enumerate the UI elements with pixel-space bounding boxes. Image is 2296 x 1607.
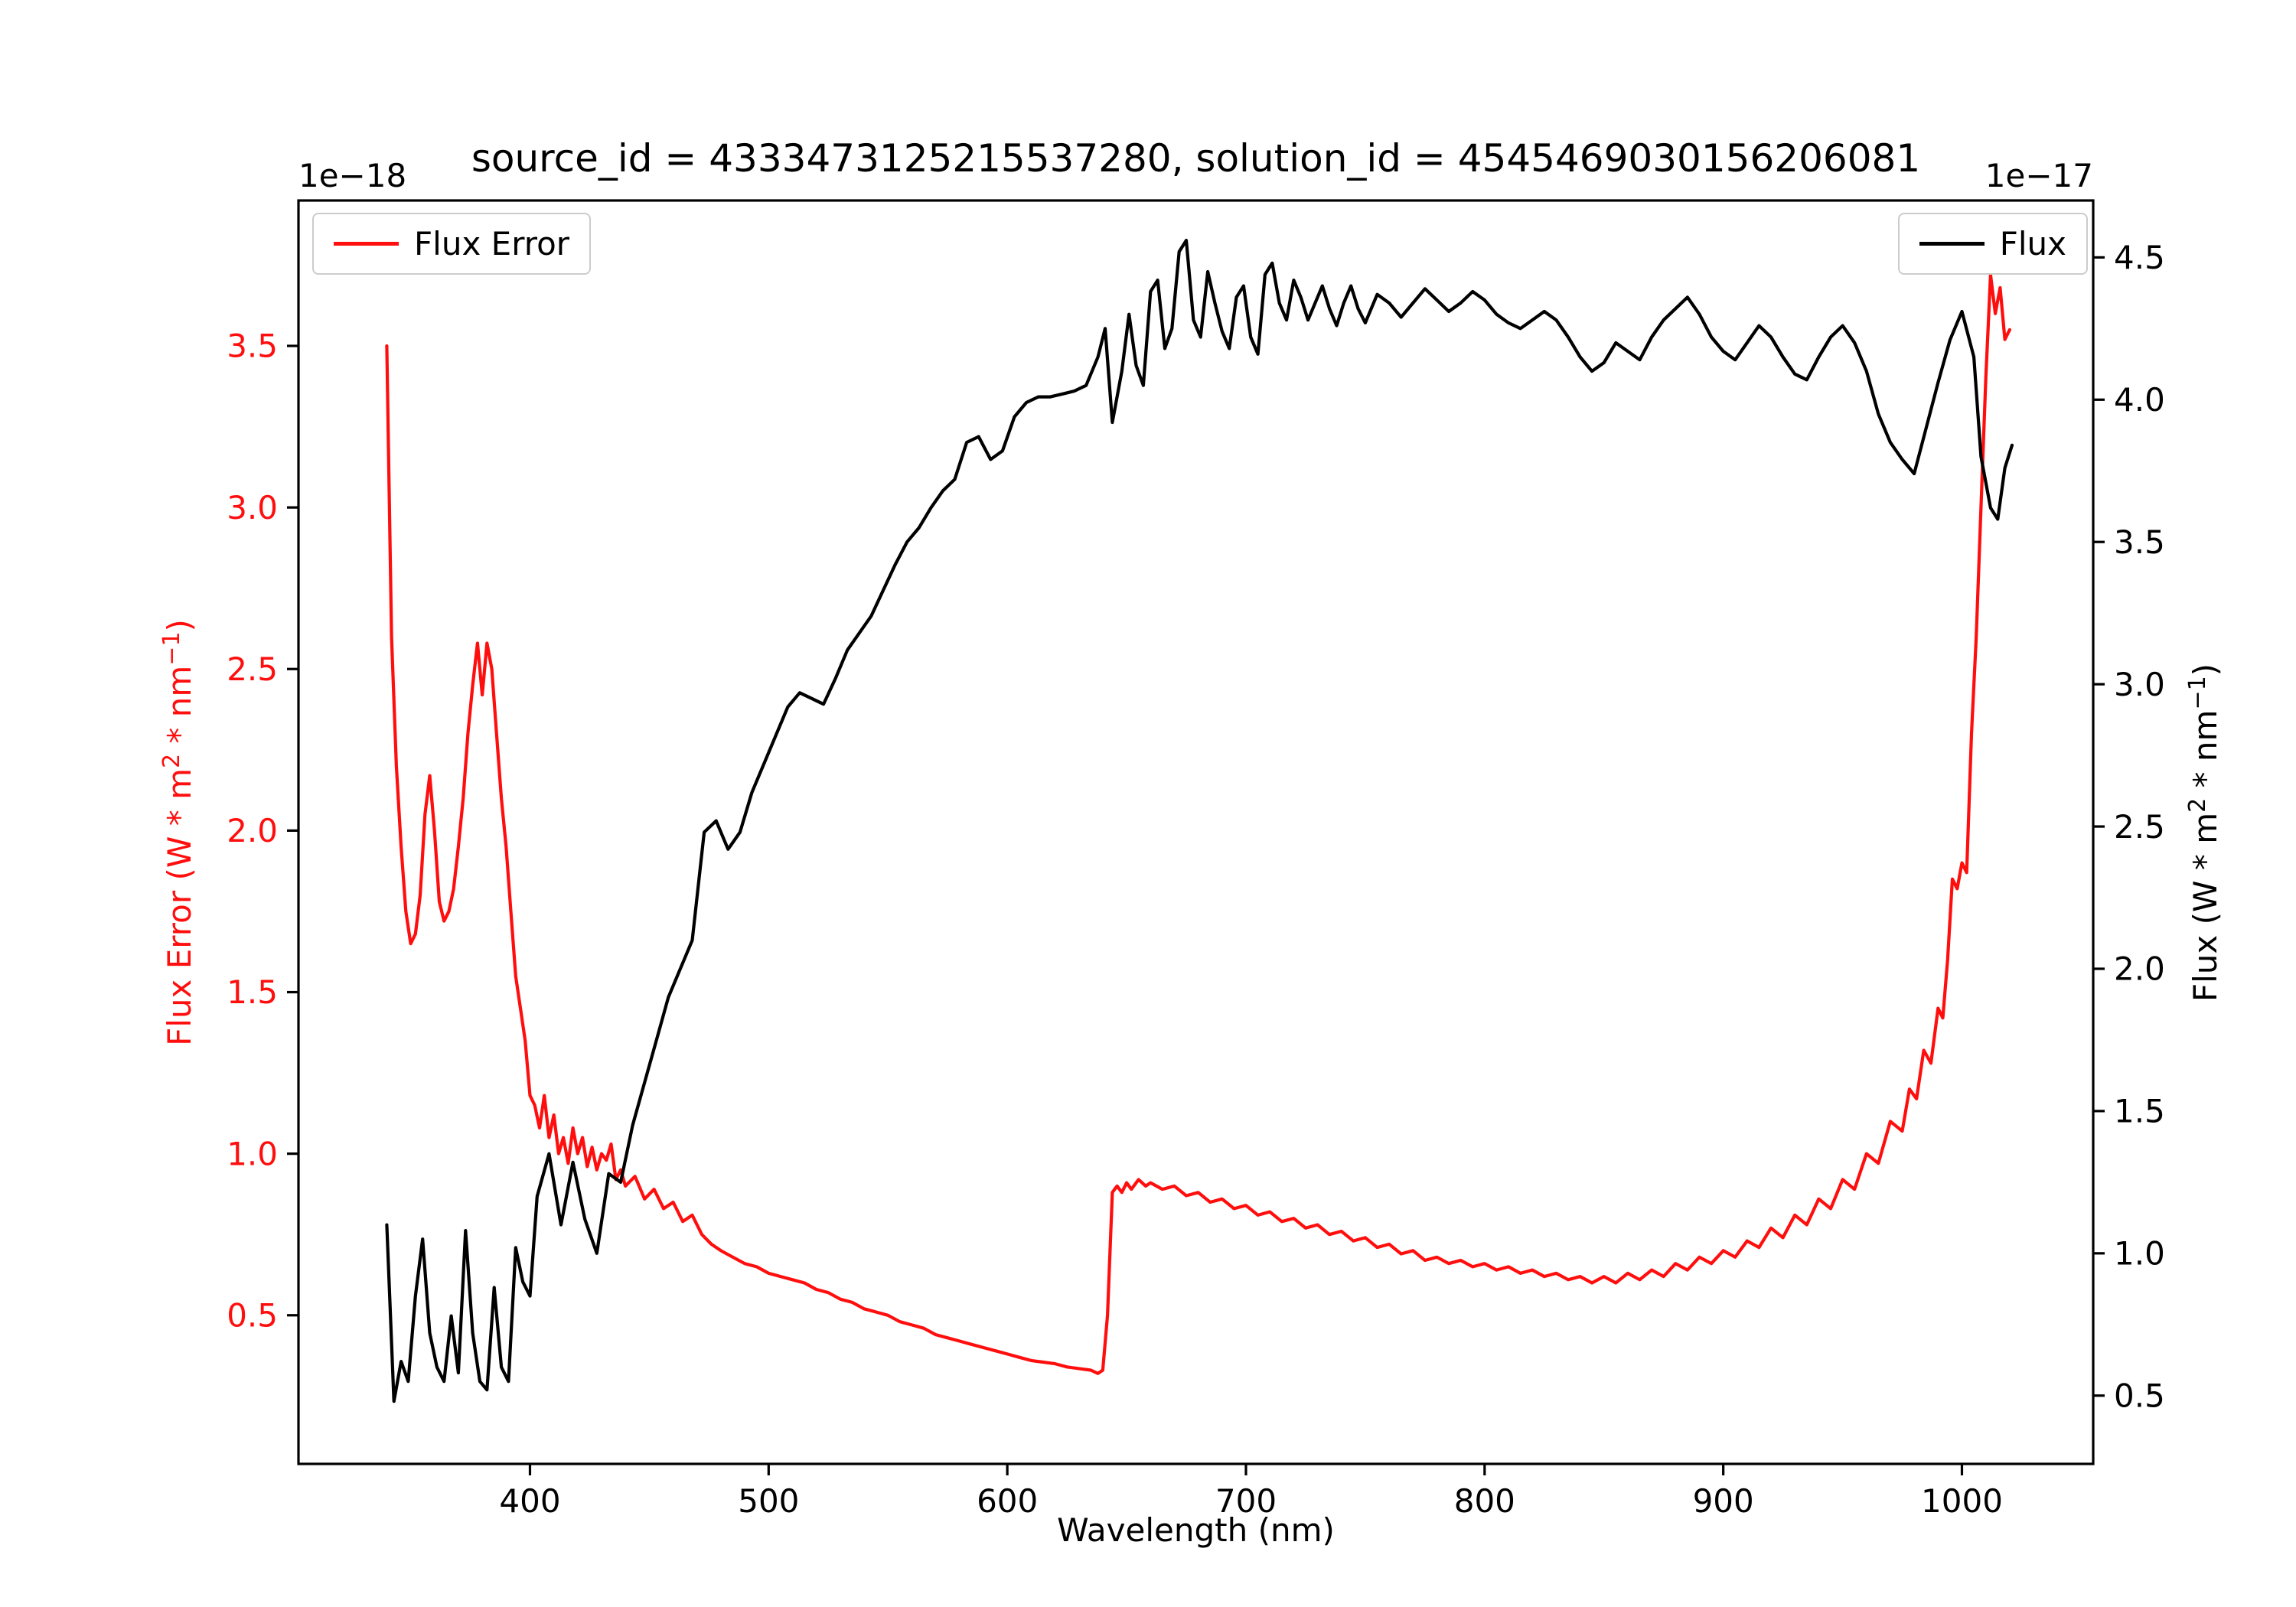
- y-axis-label-left: Flux Error (W * m2 * nm−1): [158, 619, 198, 1046]
- y-right-label-text: Flux (W * m: [2187, 812, 2224, 1002]
- series-line-flux: [385, 239, 2014, 1403]
- chart-title: source_id = 4333473125215537280, solutio…: [471, 136, 1921, 181]
- series-line-flux-error: [385, 273, 2011, 1375]
- y-left-label-sup1: 2: [158, 753, 185, 769]
- y-right-tick-label: 3.5: [2114, 523, 2165, 561]
- x-tick-label: 500: [738, 1482, 799, 1520]
- y-left-tick-label: 2.0: [227, 812, 278, 849]
- flux-line-sample: [1919, 242, 1985, 246]
- right-axis-scale-offset: 1e−17: [1985, 157, 2093, 194]
- y-left-label-sup2: −1: [158, 631, 185, 666]
- y-right-tick-label: 2.5: [2114, 808, 2165, 846]
- y-left-tick-label: 2.5: [227, 650, 278, 688]
- y-left-tick-label: 1.5: [227, 973, 278, 1011]
- y-right-tick-label: 3.0: [2114, 666, 2165, 703]
- y-right-label-sup2: −1: [2184, 676, 2211, 710]
- y-left-tick-label: 1.0: [227, 1135, 278, 1172]
- y-right-tick-label: 1.5: [2114, 1093, 2165, 1130]
- left-axis-scale-offset: 1e−18: [298, 157, 407, 194]
- y-left-label-text: Flux Error (W * m: [161, 768, 198, 1046]
- y-left-tick-label: 0.5: [227, 1296, 278, 1334]
- y-right-tick-label: 4.5: [2114, 239, 2165, 276]
- x-tick-label: 900: [1693, 1482, 1754, 1520]
- y-left-tick-label: 3.5: [227, 328, 278, 365]
- x-tick-label: 1000: [1921, 1482, 2003, 1520]
- y-left-label-post: ): [161, 619, 198, 632]
- y-right-label-mid: * nm: [2187, 709, 2224, 798]
- legend-flux: Flux: [1897, 213, 2088, 275]
- y-left-tick-label: 3.0: [227, 489, 278, 526]
- y-left-label-mid: * nm: [161, 665, 198, 754]
- y-right-tick-label: 4.0: [2114, 381, 2165, 419]
- y-axis-label-right: Flux (W * m2 * nm−1): [2184, 663, 2224, 1002]
- y-right-tick-label: 0.5: [2114, 1377, 2165, 1414]
- x-tick-label: 600: [977, 1482, 1038, 1520]
- y-right-label-post: ): [2187, 663, 2224, 676]
- legend-flux-error: Flux Error: [312, 213, 592, 275]
- flux-error-line-sample: [334, 242, 399, 246]
- legend-flux-error-label: Flux Error: [414, 225, 570, 262]
- y-right-tick-label: 2.0: [2114, 950, 2165, 988]
- x-axis-label: Wavelength (nm): [1057, 1511, 1335, 1549]
- y-right-tick-label: 1.0: [2114, 1235, 2165, 1273]
- legend-flux-label: Flux: [1999, 225, 2066, 262]
- x-tick-label: 700: [1215, 1482, 1277, 1520]
- y-right-label-sup1: 2: [2184, 797, 2211, 813]
- axes-frame: [297, 199, 2095, 1465]
- x-tick-label: 400: [499, 1482, 560, 1520]
- x-tick-label: 800: [1454, 1482, 1515, 1520]
